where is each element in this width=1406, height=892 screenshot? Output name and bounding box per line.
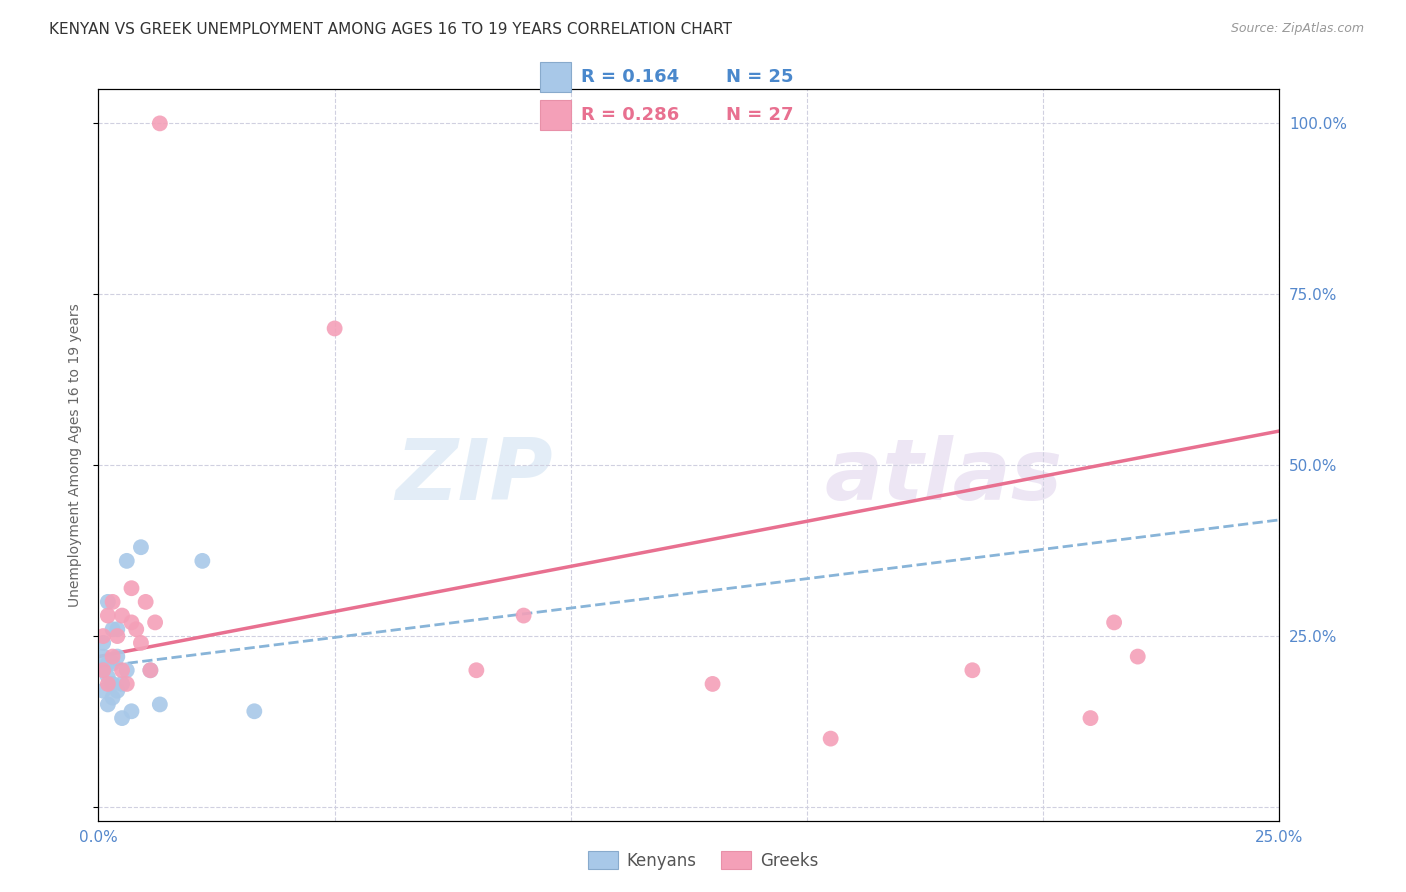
Point — [91, 663, 114, 677]
Point — [111, 711, 134, 725]
Point — [97, 670, 120, 684]
Y-axis label: Unemployment Among Ages 16 to 19 years: Unemployment Among Ages 16 to 19 years — [69, 303, 83, 607]
Point — [101, 677, 124, 691]
Point — [115, 663, 138, 677]
Text: N = 27: N = 27 — [725, 105, 793, 123]
Point — [105, 622, 128, 636]
Point — [91, 663, 114, 677]
Point — [139, 663, 162, 677]
Point — [1080, 711, 1102, 725]
Point — [91, 683, 114, 698]
Point — [97, 657, 120, 671]
Point — [121, 581, 143, 595]
Text: N = 25: N = 25 — [725, 69, 793, 87]
Point — [101, 657, 124, 671]
Point — [129, 636, 152, 650]
Point — [105, 649, 128, 664]
Point — [820, 731, 842, 746]
Point — [149, 116, 172, 130]
Point — [465, 663, 488, 677]
Point — [143, 615, 166, 630]
Point — [125, 622, 148, 636]
Point — [962, 663, 984, 677]
Legend: Kenyans, Greeks: Kenyans, Greeks — [581, 845, 825, 877]
Point — [101, 622, 124, 636]
Point — [91, 649, 114, 664]
Point — [91, 636, 114, 650]
Point — [101, 690, 124, 705]
Text: Source: ZipAtlas.com: Source: ZipAtlas.com — [1230, 22, 1364, 36]
Point — [97, 595, 120, 609]
Point — [97, 608, 120, 623]
Text: R = 0.286: R = 0.286 — [581, 105, 679, 123]
Point — [97, 698, 120, 712]
Point — [1126, 649, 1149, 664]
Bar — [540, 100, 571, 130]
Point — [115, 677, 138, 691]
Text: R = 0.164: R = 0.164 — [581, 69, 679, 87]
Point — [97, 677, 120, 691]
Text: ZIP: ZIP — [395, 435, 553, 518]
Point — [115, 554, 138, 568]
Point — [111, 608, 134, 623]
Point — [101, 649, 124, 664]
Point — [135, 595, 157, 609]
Point — [139, 663, 162, 677]
Text: KENYAN VS GREEK UNEMPLOYMENT AMONG AGES 16 TO 19 YEARS CORRELATION CHART: KENYAN VS GREEK UNEMPLOYMENT AMONG AGES … — [49, 22, 733, 37]
Point — [105, 629, 128, 643]
Point — [91, 629, 114, 643]
Point — [149, 698, 172, 712]
Point — [1102, 615, 1125, 630]
Bar — [540, 62, 571, 92]
Point — [512, 608, 534, 623]
Point — [191, 554, 214, 568]
Point — [243, 704, 266, 718]
Point — [129, 540, 152, 554]
Point — [111, 663, 134, 677]
Point — [702, 677, 724, 691]
Point — [121, 704, 143, 718]
Point — [323, 321, 346, 335]
Point — [105, 683, 128, 698]
Point — [101, 595, 124, 609]
Point — [111, 677, 134, 691]
Text: atlas: atlas — [825, 435, 1063, 518]
Point — [121, 615, 143, 630]
